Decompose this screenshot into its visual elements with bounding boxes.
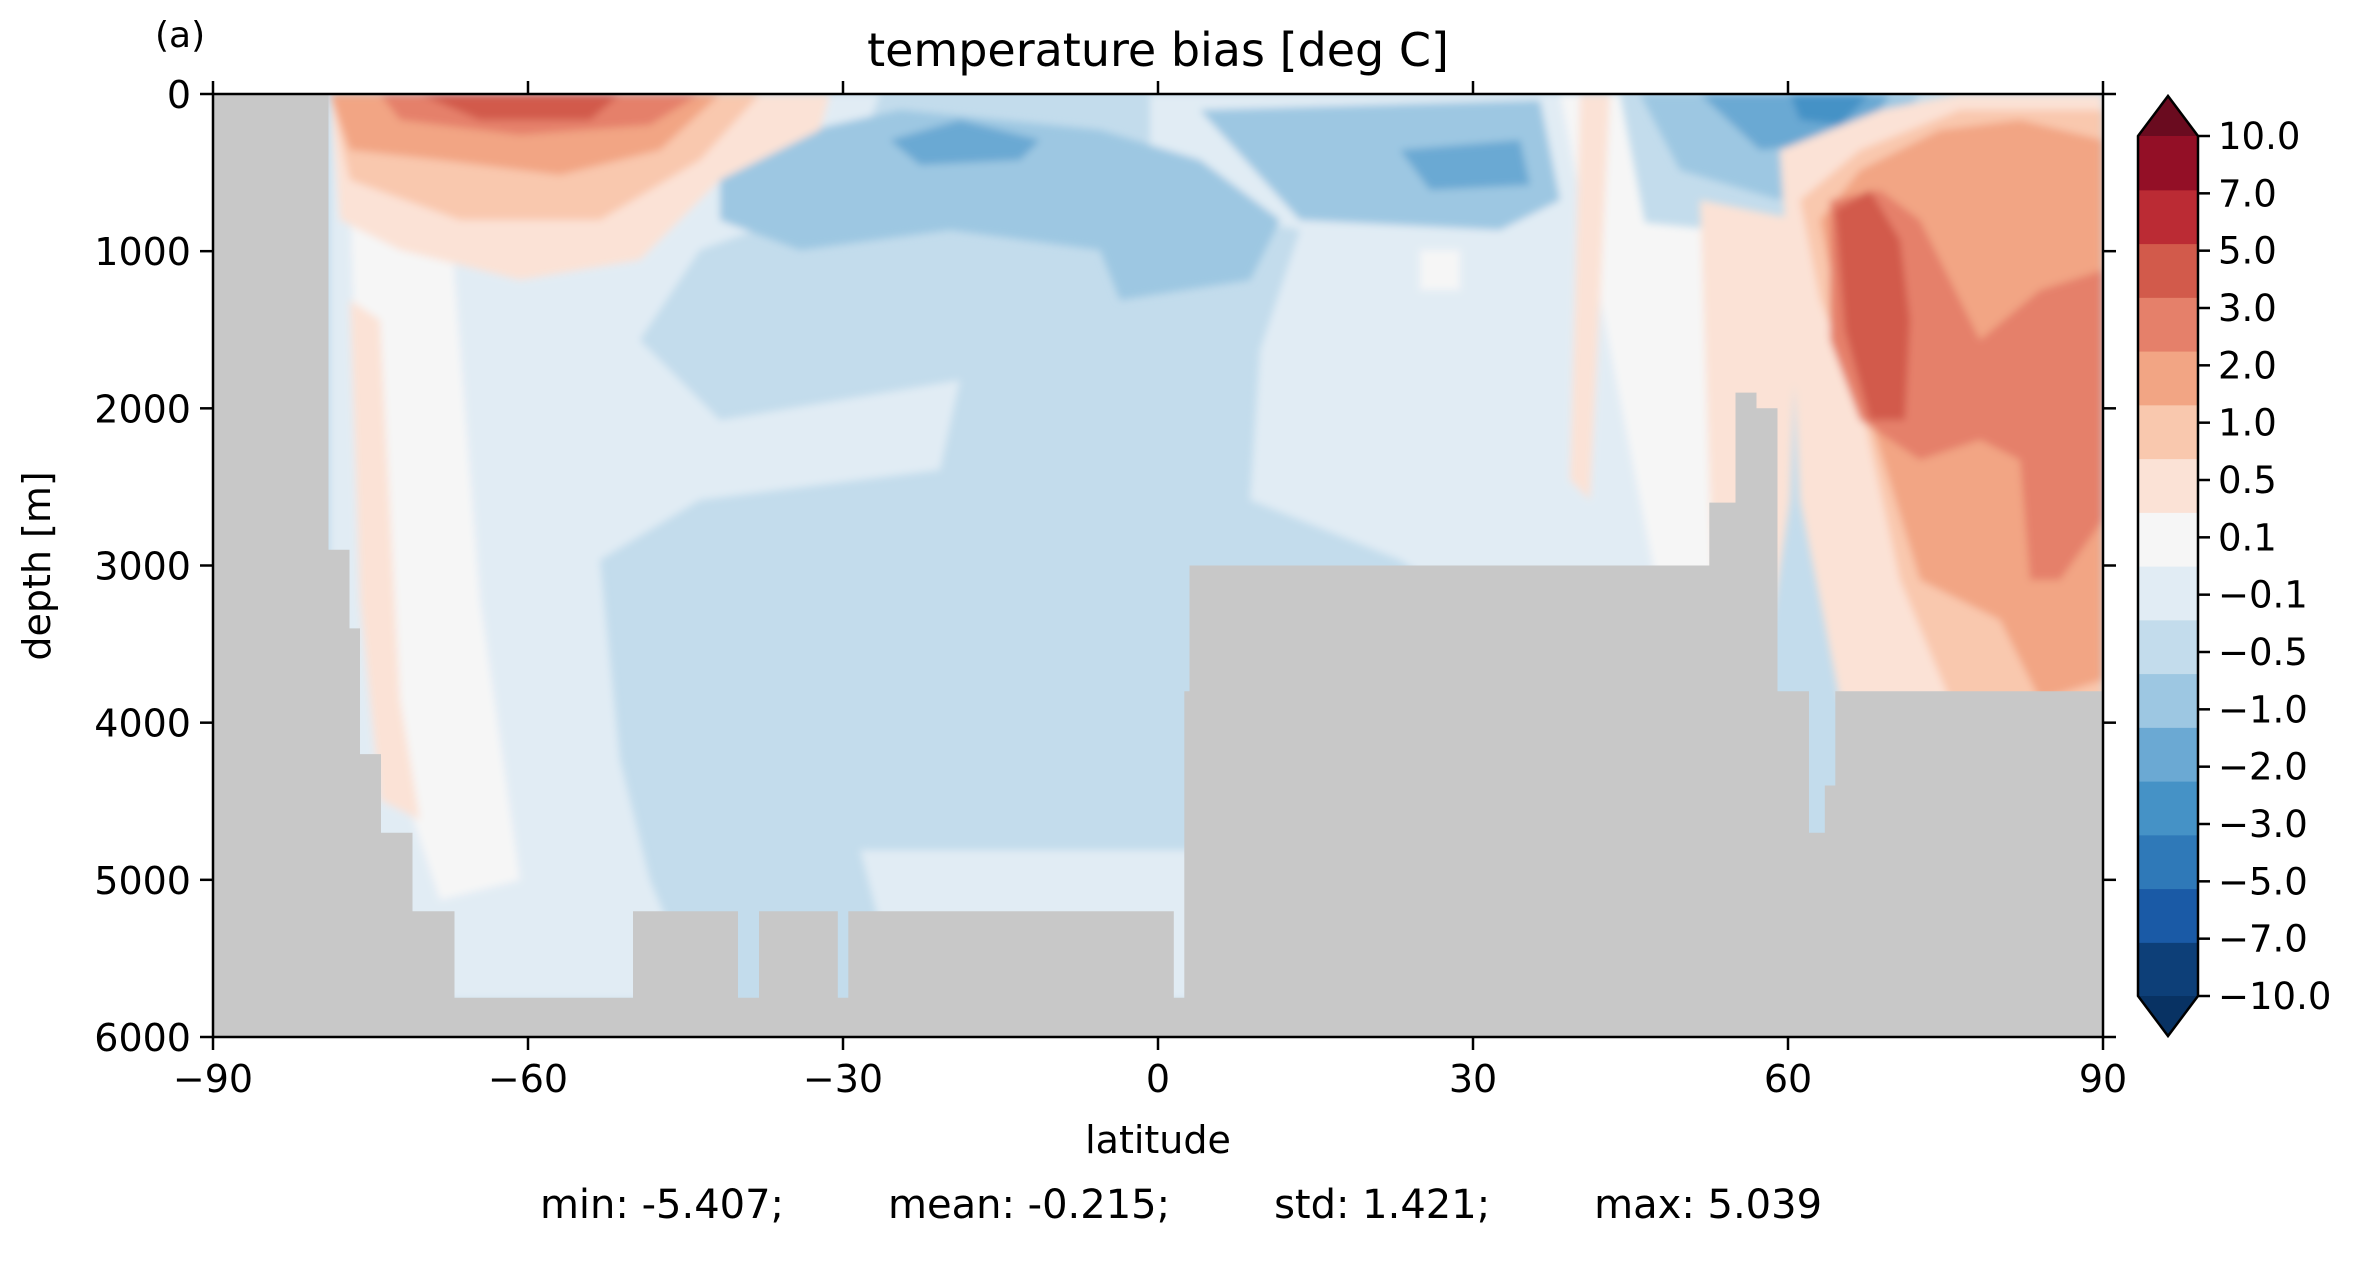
x-tick-label: 30 [1449,1057,1497,1101]
contour-band [1400,140,1530,190]
stat-min: min: -5.407; [539,1182,785,1228]
colorbar-segment [2138,942,2198,997]
colorbar-tick-label: 2.0 [2218,344,2277,387]
y-tick-label: 6000 [94,1016,191,1060]
colorbar-tick-label: −5.0 [2218,860,2308,903]
colorbar-segment [2138,566,2198,621]
panel-label: (a) [155,15,205,56]
colorbar-tick-label: −2.0 [2218,746,2308,789]
contour-band [1835,190,1910,420]
colorbar-segment [2138,834,2198,890]
colorbar-tick-label: 3.0 [2218,287,2277,330]
y-tick-label: 2000 [94,387,191,431]
colorbar-tick-label: 0.5 [2218,459,2277,502]
colorbar-over-triangle [2138,96,2198,136]
stat-max: max: 5.039 [1594,1182,1823,1228]
colorbar-tick-label: −0.5 [2218,631,2308,674]
contour-band [720,110,1280,300]
temperature-field [213,94,2103,1037]
contour-band [350,300,420,820]
x-tick-label: 60 [1764,1057,1812,1101]
x-tick-label: −90 [173,1057,253,1101]
colorbar-tick-label: −0.1 [2218,574,2308,617]
colorbar-tick-label: 1.0 [2218,402,2277,445]
x-tick-label: −60 [488,1057,568,1101]
contour-band [1570,94,1610,500]
y-axis-label: depth [m] [15,471,59,660]
colorbar-tick-label: −10.0 [2218,975,2331,1018]
colorbar-tick-label: 5.0 [2218,230,2277,273]
colorbar-segment [2138,888,2198,943]
colorbar-tick-label: 7.0 [2218,172,2277,215]
statistics-line: min: -5.407; mean: -0.215; std: 1.421; m… [0,1182,2362,1232]
contour-band [420,94,620,120]
y-tick-label: 4000 [94,702,191,746]
colorbar-tick-label: −1.0 [2218,688,2308,731]
colorbar-segment [2138,297,2198,352]
colorbar-segment [2138,781,2198,836]
contour-band [890,120,1040,165]
colorbar-segment [2138,458,2198,513]
y-axis: 0 1000 2000 3000 4000 5000 6000 [94,73,2116,1060]
x-axis: −90 −60 −30 0 30 60 90 [173,81,2127,1101]
contour-band [1200,100,1560,230]
colorbar-tick-label: −3.0 [2218,803,2308,846]
colorbar-tick-label: −7.0 [2218,918,2308,961]
stat-mean: mean: -0.215; [888,1182,1171,1228]
y-tick-label: 0 [167,73,191,117]
stat-std: std: 1.421; [1274,1182,1491,1228]
colorbar: −10.0 −7.0 −5.0 −3.0 −2.0 −1.0 −0.5 −0.1 0.1 0.5 1… [2136,93,2331,1039]
colorbar-tick-label: 10.0 [2218,115,2300,158]
y-tick-label: 5000 [94,859,191,903]
y-tick-label: 3000 [94,545,191,589]
x-axis-label: latitude [1085,1118,1231,1162]
x-tick-label: 0 [1146,1057,1170,1101]
colorbar-under-triangle [2138,996,2198,1036]
colorbar-segment [2138,404,2198,460]
chart-title: temperature bias [deg C] [867,23,1449,77]
colorbar-segment [2138,189,2198,245]
contour-band [1420,250,1460,290]
land-mask [213,94,2103,1037]
colorbar-segment [2138,243,2198,298]
contour-band [1790,94,1870,125]
colorbar-segment [2138,673,2198,728]
colorbar-tick-label: 0.1 [2218,516,2277,559]
x-tick-label: 90 [2079,1057,2127,1101]
colorbar-segment [2138,727,2198,782]
colorbar-segment [2138,619,2198,675]
colorbar-segment [2138,351,2198,406]
x-tick-label: −30 [803,1057,883,1101]
y-tick-label: 1000 [94,230,191,274]
colorbar-segment [2138,512,2198,567]
colorbar-segment [2138,136,2198,191]
